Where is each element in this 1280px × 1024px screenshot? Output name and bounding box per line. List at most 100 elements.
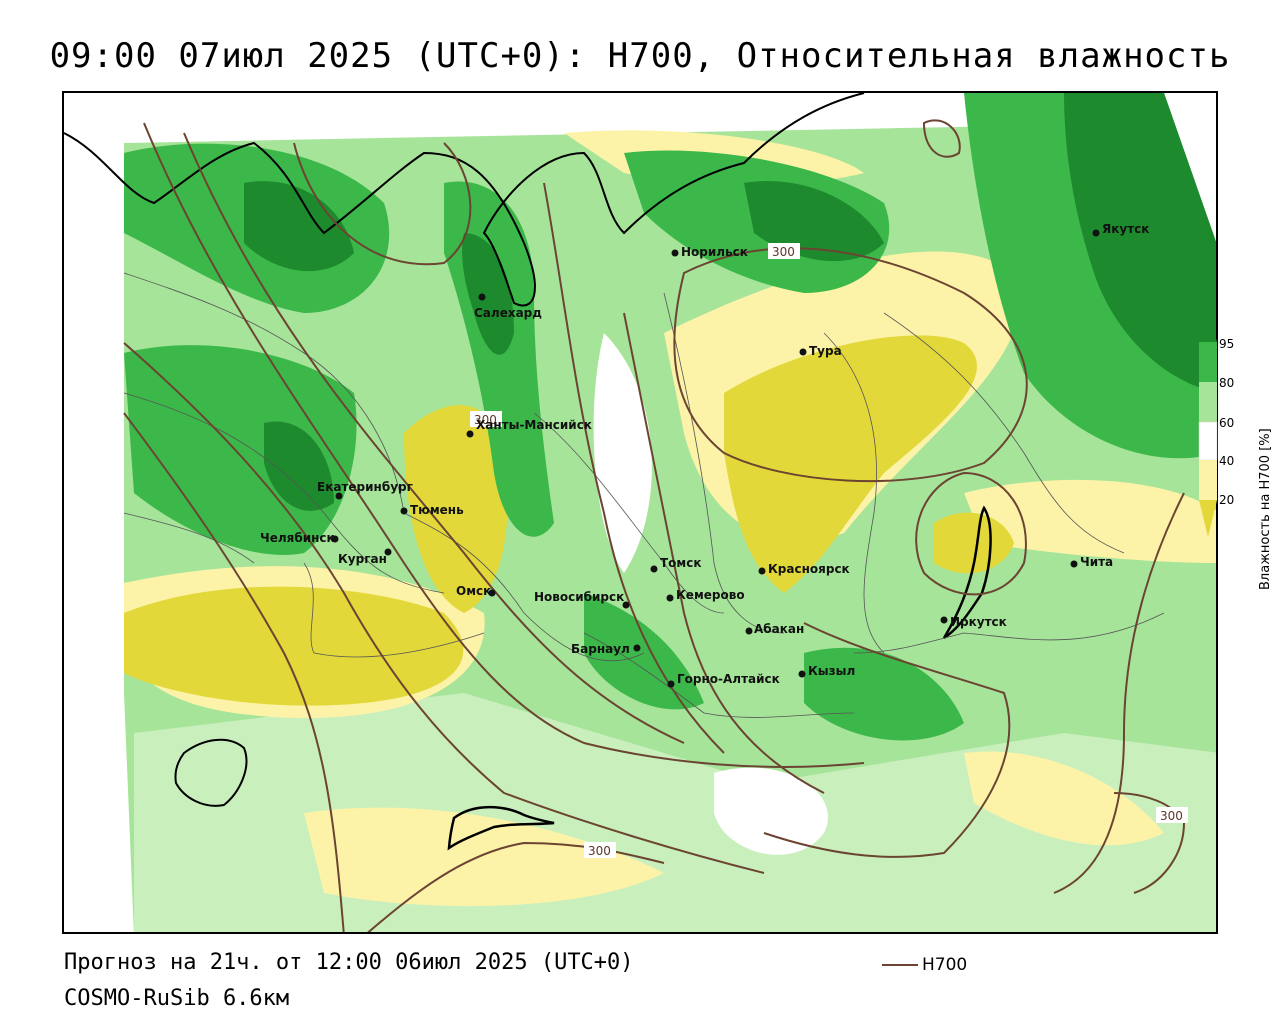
very-dry-zone-ural — [404, 405, 508, 613]
h700-contour — [367, 841, 665, 932]
city-tyumen[interactable]: Тюмень — [400, 503, 465, 517]
contour-label: 300 — [772, 245, 795, 259]
city-chita[interactable]: Чита — [1070, 555, 1114, 569]
city-label: Иркутск — [950, 615, 1007, 629]
city-label: Кызыл — [808, 664, 855, 678]
city-dot — [633, 644, 641, 652]
dry-zone-east — [964, 479, 1216, 563]
colorbar-title: Влажность на H700 [%] — [1258, 428, 1273, 590]
humidity-map: 300 300 300 300 Норильск Салехард Тура Я… — [62, 91, 1218, 934]
city-dot — [331, 535, 339, 543]
city-label: Челябинск — [260, 531, 335, 545]
colorbar-band — [1199, 382, 1217, 422]
city-omsk[interactable]: Омск — [456, 584, 496, 598]
city-label: Новосибирск — [534, 590, 624, 604]
city-kemerovo[interactable]: Кемерово — [666, 588, 745, 602]
city-gorno-altaysk[interactable]: Горно-Алтайск — [667, 672, 780, 688]
city-chelyabinsk[interactable]: Челябинск — [260, 531, 339, 545]
city-dot — [1070, 560, 1078, 568]
city-abakan[interactable]: Абакан — [745, 622, 805, 636]
colorbar-tick: 95 — [1219, 337, 1234, 351]
h700-contour — [123, 342, 765, 874]
colorbar-bottom-arrow — [1199, 500, 1217, 537]
h700-contour — [623, 312, 825, 794]
series-legend: H700 — [882, 955, 967, 975]
city-label: Барнаул — [571, 642, 630, 656]
colorbar-band — [1198, 421, 1218, 461]
very-humid-zone-ural — [264, 421, 334, 511]
city-kyzyl[interactable]: Кызыл — [798, 664, 856, 678]
city-dot — [745, 627, 753, 635]
humid-zone-altai — [804, 647, 964, 741]
city-irkutsk[interactable]: Иркутск — [940, 615, 1007, 629]
city-label: Якутск — [1102, 222, 1149, 236]
city-kurgan[interactable]: Курган — [338, 548, 392, 567]
balkhash-lake — [447, 805, 555, 851]
city-khanty-mansiysk[interactable]: Ханты-Мансийск — [466, 418, 592, 438]
colorbar-top-arrow — [1199, 310, 1217, 342]
city-label: Ханты-Мансийск — [476, 418, 592, 432]
neutral-region-southeast — [714, 767, 828, 855]
dry-zone-south — [304, 807, 664, 907]
city-label: Норильск — [681, 245, 748, 259]
city-dot — [940, 616, 948, 624]
city-label: Омск — [456, 584, 491, 598]
city-novosibirsk[interactable]: Новосибирск — [534, 590, 630, 609]
h700-contour — [673, 247, 1028, 483]
city-salekhard[interactable]: Салехард — [474, 293, 542, 321]
h700-contour — [123, 412, 345, 932]
very-dry-zone-central — [724, 335, 977, 593]
city-dot — [798, 670, 806, 678]
city-label: Салехард — [474, 306, 542, 320]
very-dry-zone-southwest — [124, 586, 464, 706]
city-markers: Норильск Салехард Тура Якутск Ханты-Манс… — [260, 222, 1149, 688]
city-label: Томск — [660, 556, 702, 570]
contour-label: 300 — [474, 413, 497, 427]
city-yakutsk[interactable]: Якутск — [1092, 222, 1150, 237]
city-tura[interactable]: Тура — [799, 344, 842, 358]
h700-contour — [922, 119, 961, 158]
h700-contour — [763, 622, 1011, 858]
city-dot — [758, 567, 766, 575]
series-legend-line — [882, 964, 918, 966]
contour-label: 300 — [588, 844, 611, 858]
neutral-region-west — [64, 93, 124, 932]
colorbar-band — [1199, 342, 1217, 382]
colorbar: 95 80 60 40 20 — [1198, 310, 1234, 537]
city-label: Курган — [338, 552, 387, 566]
city-dot — [666, 594, 674, 602]
city-dot — [478, 293, 486, 301]
colorbar-band — [1199, 460, 1217, 500]
colorbar-title-wrap: Влажность на H700 [%] — [1238, 350, 1273, 590]
model-text: COSMO-RuSib 6.6км — [64, 986, 290, 1011]
city-krasnoyarsk[interactable]: Красноярск — [758, 562, 850, 576]
city-dot — [1092, 229, 1100, 237]
humid-zone-south — [584, 593, 704, 710]
h700-contour — [1053, 492, 1185, 894]
h700-contour — [293, 142, 472, 266]
h700-contour — [183, 132, 685, 744]
contour-label: 300 — [1160, 809, 1183, 823]
city-tomsk[interactable]: Томск — [650, 556, 702, 573]
map-canvas: 300 300 300 300 Норильск Салехард Тура Я… — [64, 93, 1216, 932]
aral-sea — [174, 738, 248, 807]
h700-contour — [143, 122, 865, 768]
city-norilsk[interactable]: Норильск — [671, 245, 748, 259]
map-title: 09:00 07июл 2025 (UTC+0): H700, Относите… — [49, 36, 1231, 76]
city-label: Абакан — [754, 622, 804, 636]
h700-contour — [915, 471, 1027, 596]
colorbar-tick: 60 — [1219, 416, 1234, 430]
city-yekaterinburg[interactable]: Екатеринбург — [317, 480, 413, 500]
city-label: Красноярск — [768, 562, 850, 576]
dry-zone-southeast — [964, 751, 1164, 846]
city-dot — [384, 548, 392, 556]
city-label: Тура — [809, 344, 842, 358]
city-dot — [335, 492, 343, 500]
colorbar-tick: 40 — [1219, 454, 1234, 468]
city-dot — [622, 601, 630, 609]
city-dot — [667, 680, 675, 688]
city-barnaul[interactable]: Барнаул — [571, 642, 641, 656]
city-dot — [650, 565, 658, 573]
city-dot — [488, 589, 496, 597]
city-dot — [799, 348, 807, 356]
